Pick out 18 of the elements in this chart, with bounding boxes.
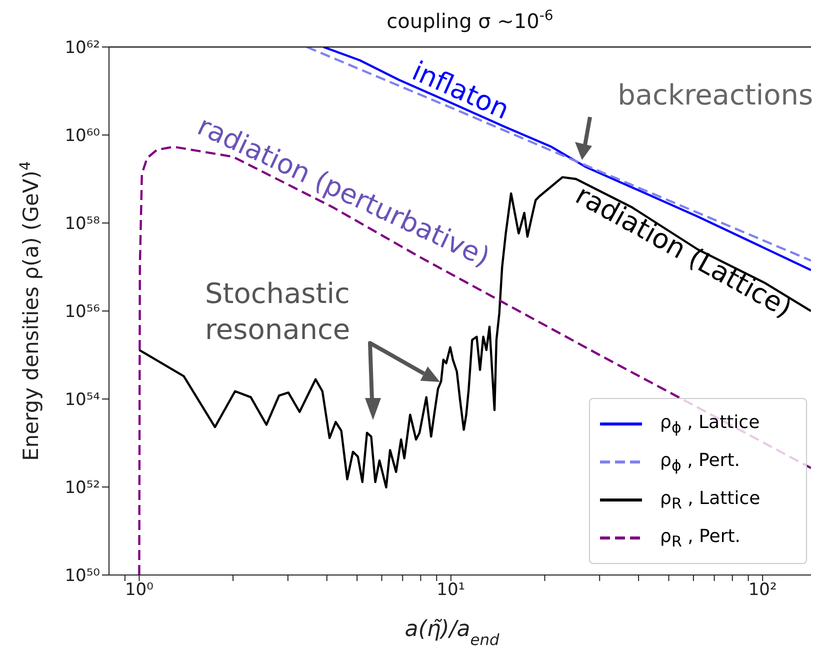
y-tick-label: 10⁵²: [64, 478, 100, 498]
chart-title: coupling σ ~10$^{-6}$: [386, 8, 554, 33]
y-tick-label: 10⁶⁰: [64, 126, 100, 146]
x-tick-label: 10¹: [436, 580, 466, 600]
y-tick-label: 10⁵⁶: [64, 302, 100, 322]
annotation: backreactions: [618, 78, 813, 112]
y-tick-label: 10⁵⁸: [64, 214, 100, 234]
legend-label: ρ$_{ϕ}$ , Pert.: [660, 450, 740, 474]
x-tick-label: 10⁰: [124, 580, 154, 600]
y-tick-label: 10⁵⁰: [64, 566, 100, 586]
y-tick-label: 10⁶²: [64, 38, 100, 58]
y-tick-label: 10⁵⁴: [64, 390, 100, 410]
legend-label: ρ$_{R}$ , Lattice: [660, 488, 760, 512]
x-axis-title: a(η̃)/a$_{end}$: [404, 617, 500, 646]
legend-label: ρ$_{ϕ}$ , Lattice: [660, 412, 760, 436]
x-tick-label: 10²: [748, 580, 777, 600]
legend-label: ρ$_{R}$ , Pert.: [660, 526, 741, 550]
annotation: Stochastic resonance: [205, 277, 350, 346]
